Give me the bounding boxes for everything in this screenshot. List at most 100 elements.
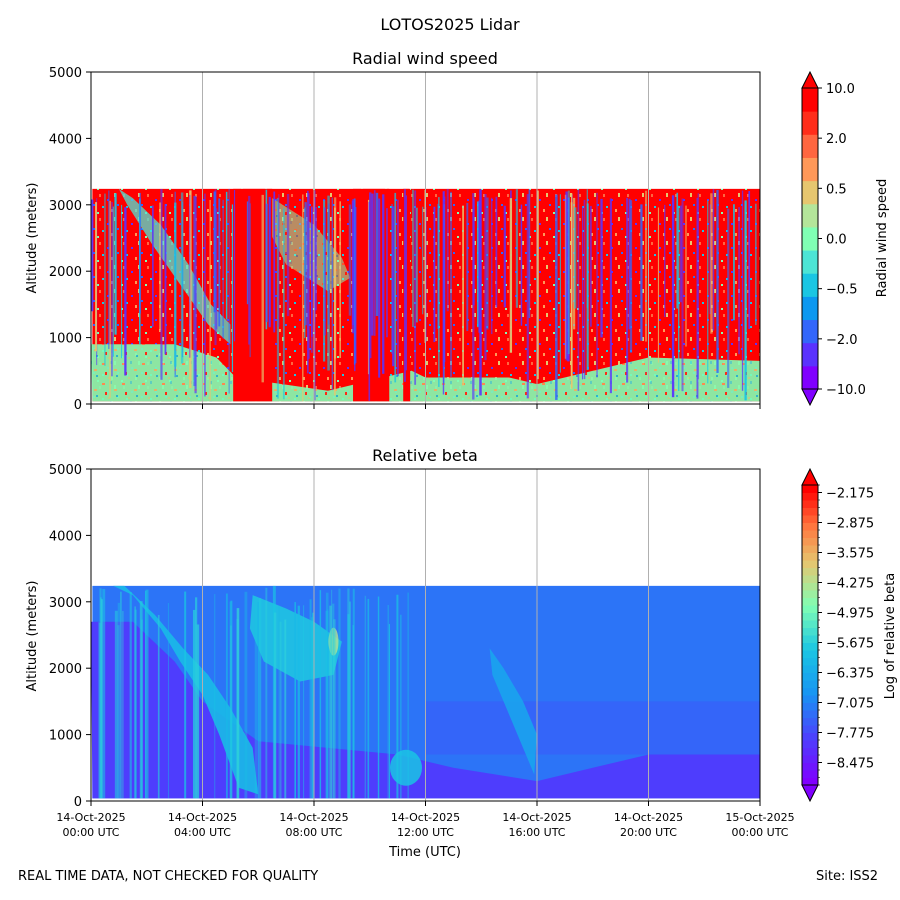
wind-streak: [261, 194, 264, 383]
beta-streak: [399, 614, 402, 799]
colorbar-bin: [802, 665, 818, 673]
beta-streak: [279, 621, 282, 799]
wind-streak: [657, 207, 660, 363]
x-tick-label-date: 14-Oct-2025: [502, 811, 571, 824]
beta-streak: [120, 591, 122, 799]
beta-streak: [145, 589, 149, 799]
panel2-colorbar: −2.175 −2.875 −3.575 −4.275 −4.975 −5.675 −6.3…: [801, 467, 874, 803]
panel2-xlabel: Time (UTC): [388, 845, 461, 860]
beta-streak: [229, 601, 231, 799]
y-tick-label: 4000: [49, 529, 82, 544]
colorbar-bin: [802, 530, 818, 538]
figure-title: LOTOS2025 Lidar: [380, 15, 520, 34]
quality-disclaimer: REAL TIME DATA, NOT CHECKED FOR QUALITY: [18, 869, 319, 884]
wind-streak: [412, 189, 414, 328]
colorbar-bin: [802, 111, 818, 135]
beta-streak: [407, 592, 409, 799]
colorbar-bin: [802, 672, 818, 681]
beta-streak: [327, 609, 329, 799]
colorbar-extend-max: [801, 467, 819, 486]
colorbar-bin: [802, 134, 818, 158]
colorbar-bin: [802, 319, 818, 344]
x-tick-label-date: 15-Oct-2025: [725, 811, 794, 824]
wind-streak: [392, 206, 395, 367]
wind-streak: [91, 199, 94, 312]
afternoon-plume: [489, 648, 537, 775]
wind-streak: [640, 204, 643, 341]
wind-streak: [490, 197, 493, 335]
colorbar-bin: [802, 582, 818, 591]
wind-streak: [707, 200, 709, 384]
wind-streak: [386, 208, 388, 338]
x-tick-label-date: 14-Oct-2025: [56, 811, 125, 824]
wind-streak: [375, 192, 379, 317]
x-tick-label-time: 00:00 UTC: [62, 826, 119, 839]
wind-streak: [314, 197, 316, 323]
beta-streak: [367, 598, 370, 799]
beta-streak: [167, 602, 170, 799]
colorbar-tick-label: −4.975: [826, 607, 874, 622]
wind-streak: [222, 199, 224, 339]
wind-streak: [246, 201, 249, 305]
wind-streak: [478, 200, 481, 333]
wind-streak: [273, 191, 276, 333]
morning-mixed-region: [269, 198, 351, 292]
beta-streak: [309, 599, 312, 799]
beta-streak: [122, 610, 124, 799]
colorbar-bin: [802, 702, 818, 711]
panel1-ylabel: Altitude (meters): [25, 183, 40, 294]
colorbar-bin: [802, 717, 818, 726]
colorbar-bin: [802, 157, 818, 182]
wind-streak: [374, 190, 376, 336]
wind-streak: [228, 188, 230, 394]
beta-streak: [236, 618, 239, 799]
beta-streak: [195, 597, 198, 799]
wind-streak: [382, 194, 385, 374]
colorbar-bin: [802, 567, 818, 576]
wind-streak: [265, 203, 268, 322]
wind-streak: [391, 203, 393, 354]
x-tick-label-time: 12:00 UTC: [397, 826, 454, 839]
wind-streak: [738, 207, 740, 355]
wind-streak: [225, 191, 228, 320]
wind-streak: [324, 207, 326, 336]
beta-streak: [101, 599, 103, 799]
wind-streak: [323, 200, 326, 362]
colorbar-tick-label: −4.275: [826, 577, 874, 592]
beta-streak: [265, 587, 268, 799]
wind-streak: [664, 204, 666, 318]
wind-streak: [339, 201, 341, 358]
wind-streak: [124, 207, 127, 376]
colorbar-tick-label: −7.775: [826, 727, 874, 742]
wind-streak: [450, 191, 452, 377]
wind-streak: [437, 203, 440, 330]
wind-streak: [559, 194, 561, 373]
wind-streak: [403, 189, 406, 382]
y-tick-label: 0: [74, 795, 82, 810]
beta-streak: [312, 612, 314, 799]
wind-streak: [159, 202, 162, 330]
panel1-title: Radial wind speed: [352, 49, 498, 68]
wind-streak: [626, 197, 629, 383]
wind-streak: [600, 198, 603, 338]
beta-streak: [254, 606, 258, 799]
wind-streak: [609, 198, 612, 394]
beta-streak: [244, 591, 248, 799]
beta-streak: [396, 594, 399, 799]
colorbar-extend-min: [801, 784, 819, 803]
beta-streak: [184, 591, 187, 799]
colorbar-tick-label: −8.475: [826, 757, 874, 772]
colorbar-bin: [802, 296, 818, 321]
colorbar-bin: [802, 755, 818, 763]
wind-streak: [466, 203, 469, 332]
wind-streak: [712, 189, 715, 331]
wind-streak: [628, 198, 631, 330]
wind-streak: [368, 192, 372, 359]
wind-streak: [286, 193, 290, 317]
x-tick-label-date: 14-Oct-2025: [168, 811, 237, 824]
wind-streak: [328, 203, 330, 325]
wind-streak: [596, 192, 598, 378]
colorbar-bin: [802, 725, 818, 733]
colorbar-bin: [802, 273, 818, 297]
